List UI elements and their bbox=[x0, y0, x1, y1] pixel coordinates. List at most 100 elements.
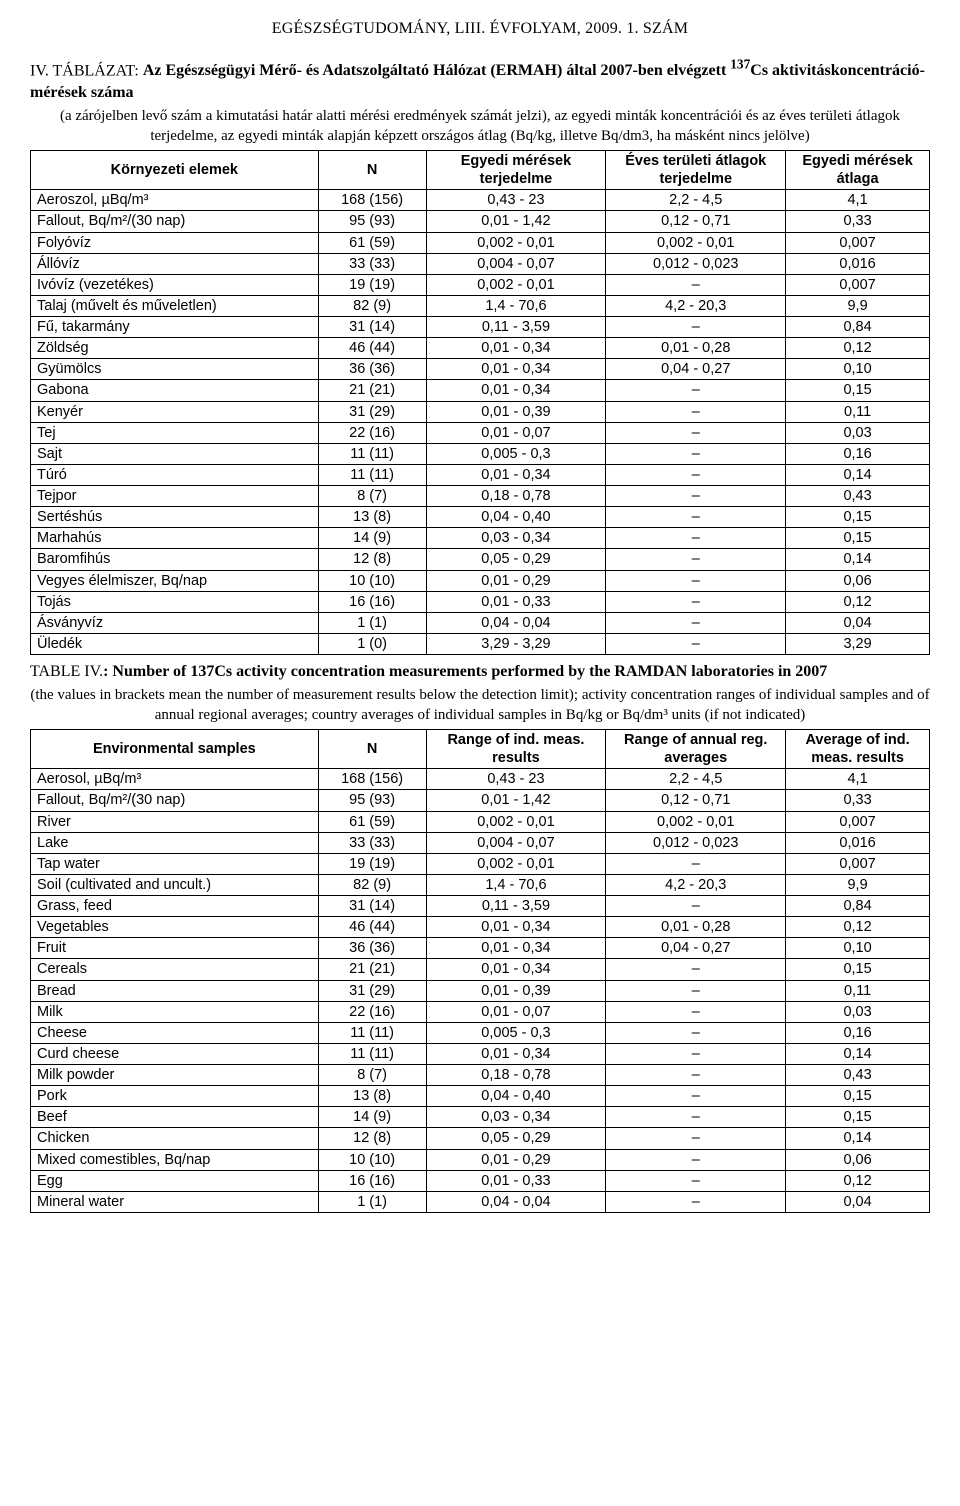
table-cell: 4,2 - 20,3 bbox=[606, 874, 786, 895]
table-cell: 11 (11) bbox=[318, 1043, 426, 1064]
table-cell: Kenyér bbox=[31, 401, 319, 422]
table-cell: Egg bbox=[31, 1170, 319, 1191]
table-row: Állóvíz33 (33)0,004 - 0,070,012 - 0,0230… bbox=[31, 253, 930, 274]
table-row: Zöldség46 (44)0,01 - 0,340,01 - 0,280,12 bbox=[31, 338, 930, 359]
table-cell: – bbox=[606, 1086, 786, 1107]
table-cell: – bbox=[606, 591, 786, 612]
table-row: Fruit36 (36)0,01 - 0,340,04 - 0,270,10 bbox=[31, 938, 930, 959]
table-cell: 0,007 bbox=[786, 811, 930, 832]
table-row: Aerosol, µBq/m³168 (156)0,43 - 232,2 - 4… bbox=[31, 769, 930, 790]
table-cell: – bbox=[606, 570, 786, 591]
table-row: Cereals21 (21)0,01 - 0,34–0,15 bbox=[31, 959, 930, 980]
table-cell: 33 (33) bbox=[318, 253, 426, 274]
table-cell: Grass, feed bbox=[31, 896, 319, 917]
table-cell: Vegetables bbox=[31, 917, 319, 938]
table-cell: 16 (16) bbox=[318, 1170, 426, 1191]
table-row: Tap water19 (19)0,002 - 0,01–0,007 bbox=[31, 853, 930, 874]
table-cell: 0,14 bbox=[786, 1128, 930, 1149]
table-cell: Cheese bbox=[31, 1022, 319, 1043]
table-hu-title: IV. TÁBLÁZAT: Az Egészségügyi Mérő- és A… bbox=[30, 56, 930, 104]
table-cell: 95 (93) bbox=[318, 790, 426, 811]
table-cell: 0,04 bbox=[786, 612, 930, 633]
table-row: Mineral water1 (1)0,04 - 0,04–0,04 bbox=[31, 1191, 930, 1212]
table-cell: 0,01 - 0,07 bbox=[426, 422, 606, 443]
table-cell: River bbox=[31, 811, 319, 832]
table-cell: 0,007 bbox=[786, 853, 930, 874]
table-cell: 0,005 - 0,3 bbox=[426, 1022, 606, 1043]
table-row: Vegyes élelmiszer, Bq/nap10 (10)0,01 - 0… bbox=[31, 570, 930, 591]
table-cell: Vegyes élelmiszer, Bq/nap bbox=[31, 570, 319, 591]
table-cell: 0,012 - 0,023 bbox=[606, 832, 786, 853]
table-cell: Aerosol, µBq/m³ bbox=[31, 769, 319, 790]
table-cell: 33 (33) bbox=[318, 832, 426, 853]
table-cell: 31 (14) bbox=[318, 317, 426, 338]
table-cell: – bbox=[606, 1107, 786, 1128]
table-cell: 0,01 - 0,29 bbox=[426, 1149, 606, 1170]
table-cell: Gyümölcs bbox=[31, 359, 319, 380]
table-row: Beef14 (9)0,03 - 0,34–0,15 bbox=[31, 1107, 930, 1128]
table-cell: – bbox=[606, 528, 786, 549]
table-cell: – bbox=[606, 896, 786, 917]
table-cell: Aeroszol, µBq/m³ bbox=[31, 190, 319, 211]
table-cell: 82 (9) bbox=[318, 874, 426, 895]
table-cell: 1 (1) bbox=[318, 1191, 426, 1212]
table-cell: 0,04 - 0,40 bbox=[426, 1086, 606, 1107]
table-cell: 36 (36) bbox=[318, 359, 426, 380]
table-cell: 12 (8) bbox=[318, 549, 426, 570]
table-cell: 22 (16) bbox=[318, 1001, 426, 1022]
table-cell: 0,04 bbox=[786, 1191, 930, 1212]
table-row: Mixed comestibles, Bq/nap10 (10)0,01 - 0… bbox=[31, 1149, 930, 1170]
table-cell: Ivóvíz (vezetékes) bbox=[31, 274, 319, 295]
table-cell: 0,14 bbox=[786, 1043, 930, 1064]
table-cell: 21 (21) bbox=[318, 959, 426, 980]
table-cell: 0,01 - 0,34 bbox=[426, 359, 606, 380]
table-cell: Beef bbox=[31, 1107, 319, 1128]
table-cell: – bbox=[606, 422, 786, 443]
table-row: Gabona21 (21)0,01 - 0,34–0,15 bbox=[31, 380, 930, 401]
table-cell: Marhahús bbox=[31, 528, 319, 549]
table-cell: 31 (14) bbox=[318, 896, 426, 917]
table-cell: 8 (7) bbox=[318, 1065, 426, 1086]
table-cell: 0,06 bbox=[786, 1149, 930, 1170]
table-cell: Állóvíz bbox=[31, 253, 319, 274]
table-cell: 0,84 bbox=[786, 896, 930, 917]
table-cell: Mineral water bbox=[31, 1191, 319, 1212]
table-cell: 31 (29) bbox=[318, 401, 426, 422]
table-cell: 0,15 bbox=[786, 528, 930, 549]
table-cell: 0,002 - 0,01 bbox=[426, 232, 606, 253]
table-cell: 0,007 bbox=[786, 232, 930, 253]
table-cell: – bbox=[606, 1043, 786, 1064]
table-cell: 0,43 bbox=[786, 486, 930, 507]
table-cell: 0,11 - 3,59 bbox=[426, 317, 606, 338]
table-cell: Soil (cultivated and uncult.) bbox=[31, 874, 319, 895]
table-cell: 168 (156) bbox=[318, 190, 426, 211]
table-cell: 0,33 bbox=[786, 790, 930, 811]
table-cell: 0,12 - 0,71 bbox=[606, 790, 786, 811]
table-cell: – bbox=[606, 549, 786, 570]
table-cell: 46 (44) bbox=[318, 338, 426, 359]
table-cell: 9,9 bbox=[786, 295, 930, 316]
table-cell: 4,1 bbox=[786, 190, 930, 211]
table-cell: – bbox=[606, 959, 786, 980]
table-cell: 11 (11) bbox=[318, 1022, 426, 1043]
table-cell: Túró bbox=[31, 464, 319, 485]
table-cell: 168 (156) bbox=[318, 769, 426, 790]
table-cell: 0,005 - 0,3 bbox=[426, 443, 606, 464]
table-row: Tej22 (16)0,01 - 0,07–0,03 bbox=[31, 422, 930, 443]
table-cell: 0,04 - 0,40 bbox=[426, 507, 606, 528]
table-cell: 0,01 - 0,34 bbox=[426, 464, 606, 485]
table-cell: 0,18 - 0,78 bbox=[426, 1065, 606, 1086]
table-row: Üledék1 (0)3,29 - 3,29–3,29 bbox=[31, 633, 930, 654]
table-row: Fallout, Bq/m²/(30 nap)95 (93)0,01 - 1,4… bbox=[31, 211, 930, 232]
table-cell: 9,9 bbox=[786, 874, 930, 895]
table-cell: 0,03 bbox=[786, 422, 930, 443]
table-cell: – bbox=[606, 1128, 786, 1149]
table-cell: 0,14 bbox=[786, 549, 930, 570]
table-cell: Pork bbox=[31, 1086, 319, 1107]
table-cell: 0,03 - 0,34 bbox=[426, 528, 606, 549]
table-cell: – bbox=[606, 1065, 786, 1086]
page-header: EGÉSZSÉGTUDOMÁNY, LIII. ÉVFOLYAM, 2009. … bbox=[30, 20, 930, 38]
table-header: Range of annual reg. averages bbox=[606, 730, 786, 769]
table-cell: 0,01 - 0,07 bbox=[426, 1001, 606, 1022]
table-cell: 0,01 - 0,28 bbox=[606, 917, 786, 938]
